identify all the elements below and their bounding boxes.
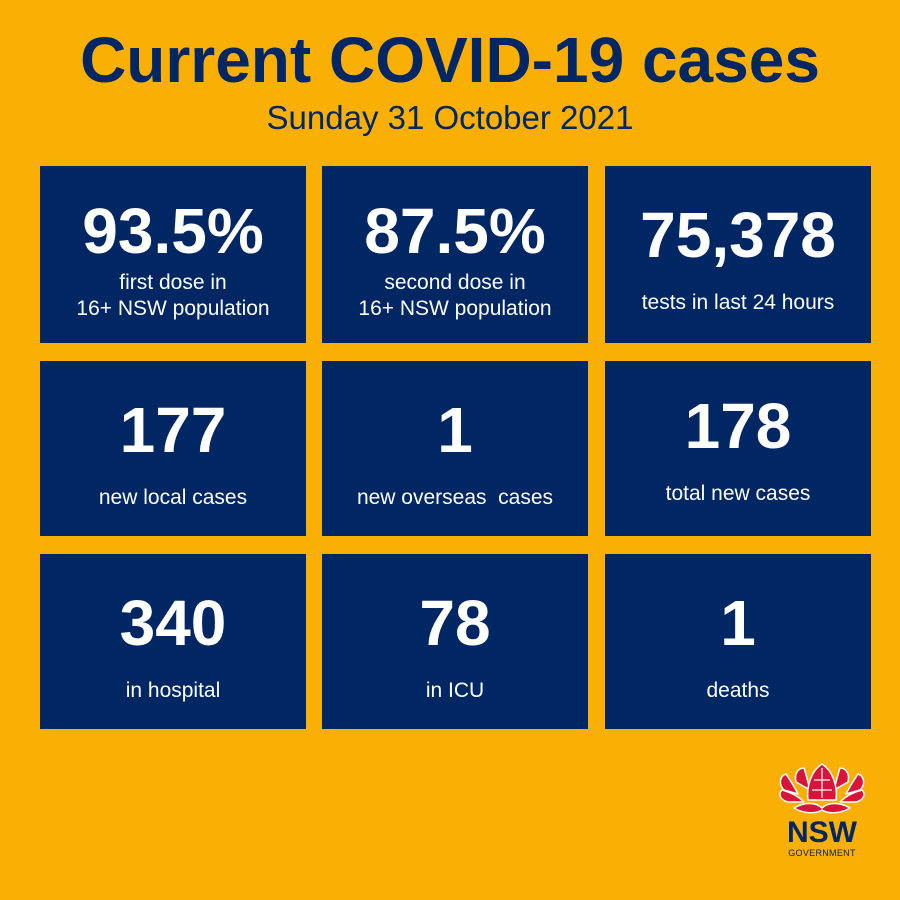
tile-icu: 78 in ICU bbox=[322, 554, 588, 729]
logo-government: GOVERNMENT bbox=[788, 848, 856, 858]
waratah-icon bbox=[779, 763, 865, 814]
tile-label: first dose in 16+ NSW population bbox=[40, 270, 306, 322]
tile-value: 93.5% bbox=[82, 195, 264, 267]
tile-label: total new cases bbox=[665, 482, 811, 505]
nsw-government-logo: NSW GOVERNMENT bbox=[774, 760, 870, 868]
tile-value: 177 bbox=[119, 394, 227, 466]
tile-value: 78 bbox=[419, 587, 491, 659]
tile-first-dose: 93.5% first dose in 16+ NSW population bbox=[40, 166, 306, 343]
tile-label: tests in last 24 hours bbox=[641, 291, 835, 314]
tile-value: 340 bbox=[119, 587, 227, 659]
tile-second-dose: 87.5% second dose in 16+ NSW population bbox=[322, 166, 588, 343]
tile-label: deaths bbox=[706, 679, 770, 702]
tile-label-line1: second dose in bbox=[384, 271, 526, 294]
tile-value: 87.5% bbox=[364, 195, 546, 267]
tile-tests: 75,378 tests in last 24 hours bbox=[605, 166, 871, 343]
tile-overseas-cases: 1 new overseas cases bbox=[322, 361, 588, 536]
tile-deaths: 1 deaths bbox=[605, 554, 871, 729]
tile-value: 75,378 bbox=[640, 199, 836, 271]
tile-label: new local cases bbox=[98, 486, 248, 509]
tile-label: new overseas cases bbox=[356, 486, 554, 509]
page-date: Sunday 31 October 2021 bbox=[266, 99, 634, 136]
tile-local-cases: 177 new local cases bbox=[40, 361, 306, 536]
logo-nsw: NSW bbox=[787, 816, 857, 849]
tile-label-line2: 16+ NSW population bbox=[76, 297, 270, 320]
tile-value: 1 bbox=[437, 394, 473, 466]
tile-value: 178 bbox=[684, 390, 792, 462]
tile-value: 1 bbox=[720, 587, 756, 659]
tile-hospital: 340 in hospital bbox=[40, 554, 306, 729]
tile-label-line1: first dose in bbox=[119, 271, 227, 294]
tile-label: in ICU bbox=[425, 679, 485, 702]
page-title: Current COVID-19 cases bbox=[80, 24, 820, 96]
tile-label-line2: 16+ NSW population bbox=[358, 297, 552, 320]
tile-label: second dose in 16+ NSW population bbox=[322, 270, 588, 322]
tile-label: in hospital bbox=[125, 679, 221, 702]
logo-text: NSW GOVERNMENT bbox=[774, 816, 870, 859]
tile-total-cases: 178 total new cases bbox=[605, 361, 871, 536]
